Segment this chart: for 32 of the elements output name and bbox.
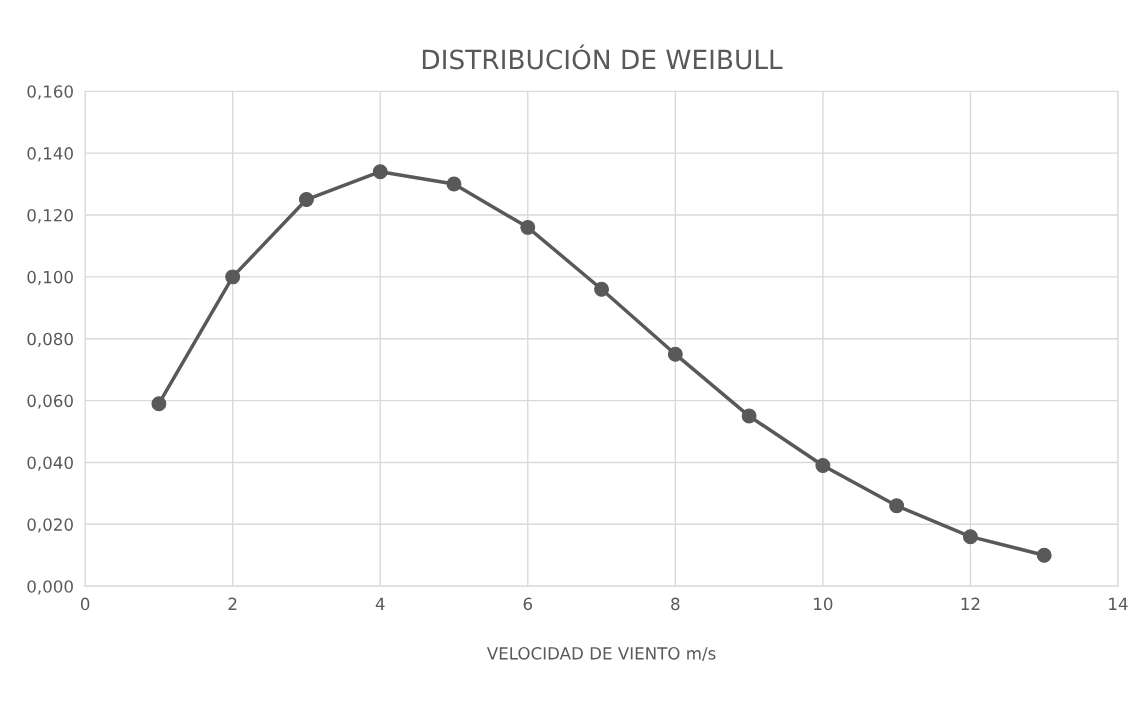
point: [594, 281, 610, 297]
point: [1036, 547, 1052, 563]
x-tick-label: 4: [375, 597, 385, 610]
point: [372, 164, 388, 180]
point: [667, 346, 683, 362]
y-tick-label: 0,060: [27, 394, 73, 409]
y-tick-label: 0,020: [27, 518, 73, 533]
point: [962, 529, 978, 545]
point: [815, 458, 831, 473]
y-tick-label: 0,100: [27, 270, 73, 286]
y-tick-label: 0,160: [27, 85, 73, 100]
x-tick-label: 10: [814, 597, 833, 611]
x-tick-label: 12: [961, 597, 980, 610]
y-tick-label: 0,120: [27, 208, 73, 224]
x-tick-label: 2: [228, 597, 237, 610]
point: [741, 408, 757, 424]
x-axis-title: VELOCIDAD DE VIENTO m/s: [486, 647, 716, 661]
y-tick-label: 0,040: [27, 456, 73, 471]
x-tick-label: 14: [1109, 597, 1128, 610]
point: [520, 219, 536, 235]
point: [889, 498, 905, 514]
chart-title: DISTRIBUCIÓN DE WEIBULL: [422, 44, 783, 70]
point: [298, 192, 314, 207]
point: [446, 176, 462, 192]
y-tick-label: 0,140: [27, 147, 73, 162]
point: [151, 396, 167, 412]
x-tick-label: 0: [80, 597, 90, 611]
x-tick-label: 8: [671, 597, 680, 611]
x-tick-label: 6: [523, 597, 533, 611]
y-tick-label: 0,080: [27, 332, 73, 347]
y-tick-label: 0,000: [27, 580, 73, 595]
point: [225, 269, 241, 285]
